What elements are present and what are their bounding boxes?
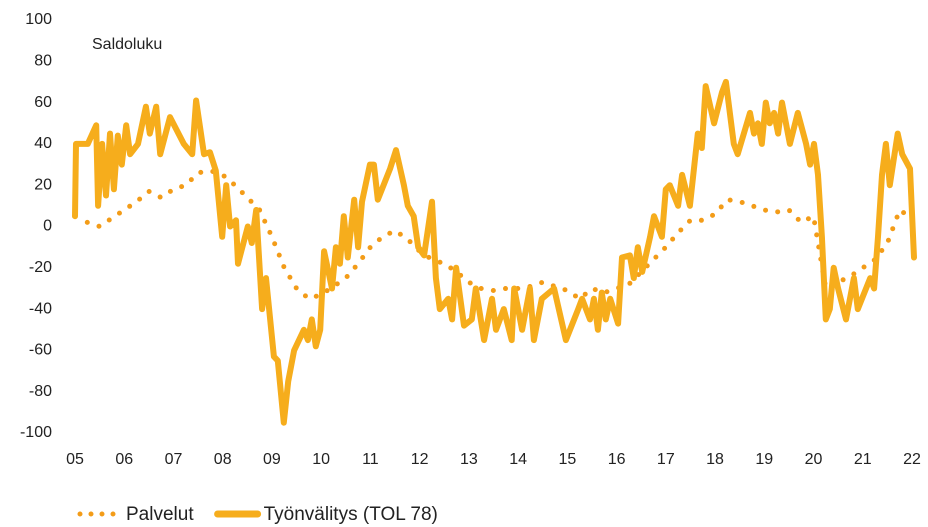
x-tick-label: 09 [263, 451, 281, 468]
y-tick-label: -100 [20, 424, 52, 441]
x-tick-label: 22 [903, 451, 921, 468]
x-tick-label: 20 [805, 451, 823, 468]
x-tick-label: 16 [608, 451, 626, 468]
y-tick-label: 0 [43, 218, 52, 235]
legend-label: Palvelut [126, 504, 194, 525]
x-tick-label: 15 [558, 451, 576, 468]
x-tick-label: 05 [66, 451, 84, 468]
x-tick-label: 21 [854, 451, 872, 468]
annotation: Saldoluku [92, 36, 162, 53]
x-tick-label: 07 [165, 451, 183, 468]
dotted-line [84, 168, 915, 302]
x-tick-label: 08 [214, 451, 232, 468]
legend-label: Työnvälitys (TOL 78) [264, 504, 438, 525]
x-tick-label: 06 [115, 451, 133, 468]
x-tick-label: 11 [362, 451, 379, 468]
x-tick-label: 13 [460, 451, 478, 468]
x-tick-label: 12 [411, 451, 429, 468]
y-tick-label: 20 [34, 176, 52, 193]
x-tick-label: 18 [706, 451, 724, 468]
y-tick-label: -60 [29, 342, 52, 359]
x-tick-label: 10 [312, 451, 330, 468]
line [72, 78, 917, 426]
y-tick-label: 60 [34, 94, 52, 111]
y-tick-label: 100 [25, 11, 52, 28]
y-tick-label: -20 [29, 259, 52, 276]
y-tick-label: -40 [29, 300, 52, 317]
x-tick-label: 19 [755, 451, 773, 468]
x-tick-label: 14 [509, 451, 527, 468]
y-tick-label: 40 [34, 135, 52, 152]
x-tick-label: 17 [657, 451, 675, 468]
y-tick-label: 80 [34, 53, 52, 70]
y-tick-label: -80 [29, 383, 52, 400]
